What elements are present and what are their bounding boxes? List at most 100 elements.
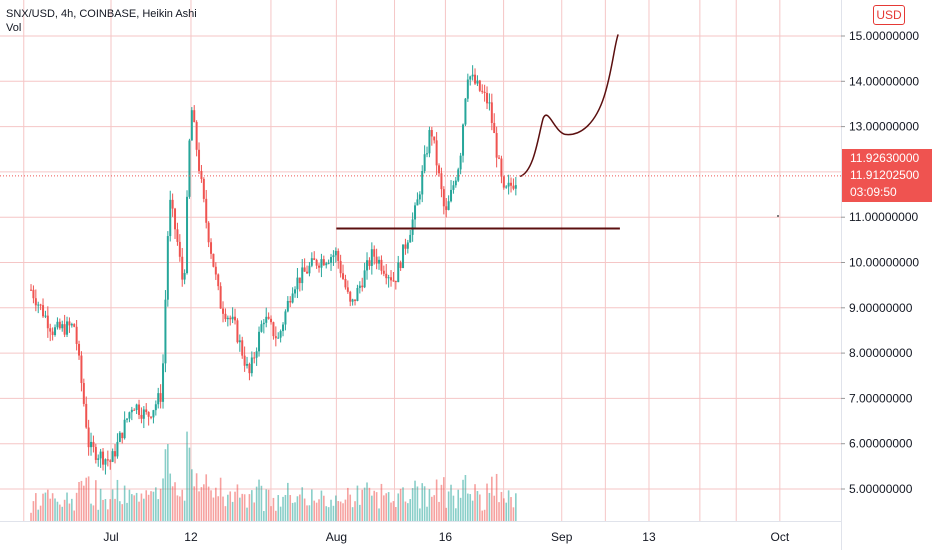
volume-bar bbox=[212, 497, 215, 521]
candle-body bbox=[349, 291, 352, 302]
volume-bar bbox=[97, 509, 100, 521]
candle-body bbox=[406, 242, 409, 249]
candle-body bbox=[193, 110, 196, 123]
candle-body bbox=[157, 393, 160, 405]
volume-bar bbox=[75, 492, 78, 521]
volume-bar bbox=[371, 495, 373, 521]
volume-bar bbox=[143, 498, 145, 521]
candle-body bbox=[277, 337, 280, 339]
candle-body bbox=[481, 90, 484, 92]
candle-body bbox=[289, 300, 292, 303]
volume-bar bbox=[73, 510, 76, 521]
candle-body bbox=[214, 266, 217, 275]
volume-bar bbox=[102, 499, 104, 521]
candle-body bbox=[512, 185, 515, 189]
volume-bar bbox=[515, 493, 517, 521]
candle-body bbox=[308, 265, 311, 274]
candle-body bbox=[255, 351, 258, 358]
candle-body bbox=[66, 321, 69, 335]
volume-bar bbox=[198, 491, 200, 521]
currency-button[interactable]: USD bbox=[873, 5, 905, 25]
volume-bar bbox=[361, 489, 364, 521]
candle-body bbox=[63, 324, 66, 335]
candle-body bbox=[464, 98, 467, 125]
candle-body bbox=[114, 451, 117, 457]
volume-bar bbox=[68, 503, 71, 521]
volume-bar bbox=[138, 501, 140, 521]
candle-body bbox=[387, 277, 390, 279]
volume-bar bbox=[49, 498, 52, 521]
candle-body bbox=[126, 418, 129, 420]
candle-body bbox=[92, 441, 95, 447]
candle-body bbox=[140, 414, 143, 419]
volume-bar bbox=[90, 503, 92, 521]
candle-body bbox=[507, 182, 510, 187]
candle-body bbox=[421, 171, 424, 195]
volume-bar bbox=[505, 502, 508, 521]
candle-body bbox=[414, 205, 417, 220]
candle-body bbox=[212, 253, 215, 267]
volume-bar bbox=[318, 499, 320, 521]
price-tick-label: 7.00000000 bbox=[849, 391, 913, 405]
candle-body bbox=[342, 273, 345, 279]
candle-body bbox=[363, 270, 366, 288]
candle-body bbox=[354, 299, 357, 301]
volume-bar bbox=[207, 486, 210, 521]
candle-body bbox=[462, 124, 465, 156]
volume-bar bbox=[510, 497, 512, 521]
volume-bar bbox=[476, 491, 479, 521]
candle-body bbox=[82, 383, 85, 404]
candle-body bbox=[315, 259, 318, 266]
volume-bar bbox=[349, 494, 352, 521]
volume-bar bbox=[354, 501, 356, 521]
time-tick-label: Aug bbox=[326, 530, 347, 544]
volume-bar bbox=[287, 482, 289, 521]
volume-bar bbox=[378, 508, 380, 521]
candle-body bbox=[310, 258, 313, 266]
volume-bar bbox=[167, 444, 169, 521]
volume-bar bbox=[495, 473, 498, 521]
volume-bar bbox=[469, 494, 472, 521]
candle-body bbox=[385, 273, 388, 279]
candle-body bbox=[39, 304, 42, 306]
volume-bar bbox=[37, 509, 40, 521]
candle-body bbox=[514, 185, 517, 189]
volume-bar bbox=[416, 486, 419, 521]
candle-body bbox=[298, 277, 301, 284]
volume-bar bbox=[219, 477, 222, 521]
candle-body bbox=[486, 92, 489, 104]
candle-body bbox=[505, 186, 508, 188]
volume-bar bbox=[80, 480, 83, 521]
volume-bar bbox=[407, 503, 409, 521]
candle-body bbox=[246, 363, 249, 366]
chart-legend: SNX/USD, 4h, COINBASE, Heikin Ashi Vol bbox=[6, 7, 197, 35]
candle-body bbox=[169, 199, 172, 237]
candle-body bbox=[358, 285, 361, 288]
price-tick-label: 13.00000000 bbox=[849, 120, 919, 134]
price-tick-label: 11.00000000 bbox=[849, 210, 919, 224]
volume-bar bbox=[155, 487, 157, 521]
candle-body bbox=[334, 250, 337, 256]
candle-body bbox=[351, 299, 354, 302]
candle-body bbox=[382, 270, 385, 274]
volume-bar bbox=[323, 495, 325, 521]
volume-bar bbox=[83, 485, 85, 521]
volume-bar bbox=[414, 480, 416, 521]
candle-body bbox=[250, 357, 253, 374]
volume-bar bbox=[390, 502, 392, 521]
volume-bar bbox=[467, 493, 469, 521]
candle-body bbox=[118, 432, 121, 442]
volume-bar bbox=[383, 495, 385, 521]
volume-bar bbox=[426, 506, 428, 521]
volume-bar bbox=[263, 511, 265, 521]
volume-bar bbox=[315, 502, 318, 521]
candle-body bbox=[318, 265, 321, 268]
candle-body bbox=[265, 316, 268, 323]
candle-body bbox=[90, 441, 93, 448]
candle-body bbox=[135, 404, 138, 411]
candle-body bbox=[498, 157, 501, 159]
volume-bar bbox=[320, 490, 323, 521]
candle-body bbox=[442, 189, 445, 207]
